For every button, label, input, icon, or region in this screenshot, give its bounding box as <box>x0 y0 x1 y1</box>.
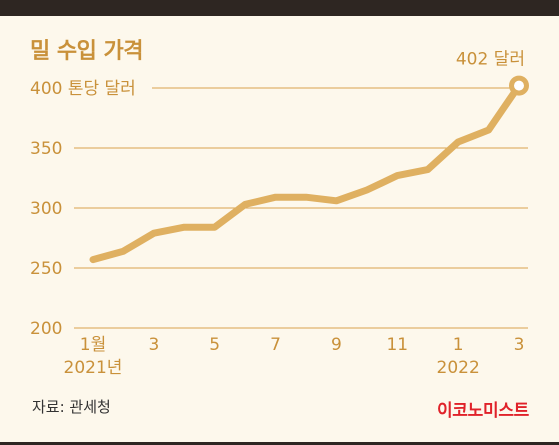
data-point <box>183 226 185 228</box>
annotation-layer: 402 달러 <box>456 50 529 96</box>
data-point <box>305 196 307 198</box>
x-tick-year-label: 2022 <box>437 358 480 378</box>
x-tick-label: 1월 <box>80 335 106 355</box>
source-note: 자료: 관세청 <box>32 398 111 416</box>
x-tick-label: 1 <box>453 335 464 355</box>
data-point <box>214 226 216 228</box>
data-point <box>427 169 429 171</box>
series-layer <box>89 82 523 264</box>
data-point <box>396 175 398 177</box>
brand-logo: 이코노미스트 <box>436 401 529 421</box>
data-point <box>122 250 124 252</box>
x-tick-label: 3 <box>148 335 159 355</box>
data-point <box>275 196 277 198</box>
y-tick-label: 200 <box>30 319 62 339</box>
data-point <box>92 259 94 261</box>
chart-title: 밀 수입 가격 <box>30 39 144 64</box>
bottom-rule <box>0 442 559 445</box>
y-tick-label: 350 <box>30 139 62 159</box>
data-point <box>366 189 368 191</box>
end-point-marker <box>509 75 529 96</box>
y-tick-label: 300 <box>30 199 62 219</box>
series-line <box>89 82 523 264</box>
data-point <box>488 129 490 131</box>
grid-layer <box>74 87 528 329</box>
data-point <box>153 232 155 234</box>
y-tick-label: 400 톤당 달러 <box>30 79 136 99</box>
y-tick-label: 250 <box>30 259 62 279</box>
data-point <box>335 200 337 202</box>
end-value-label: 402 달러 <box>456 50 525 70</box>
data-point <box>244 203 246 205</box>
x-tick-label: 7 <box>270 335 281 355</box>
x-tick-label: 5 <box>209 335 220 355</box>
x-tick-year-label: 2021년 <box>64 358 123 378</box>
data-point <box>457 141 459 143</box>
x-tick-label: 11 <box>386 335 408 355</box>
y-axis-ticks: 200 250 300 350 400 톤당 달러 <box>30 79 136 339</box>
x-tick-label: 3 <box>514 335 525 355</box>
x-tick-label: 9 <box>331 335 342 355</box>
top-bar <box>0 0 559 16</box>
